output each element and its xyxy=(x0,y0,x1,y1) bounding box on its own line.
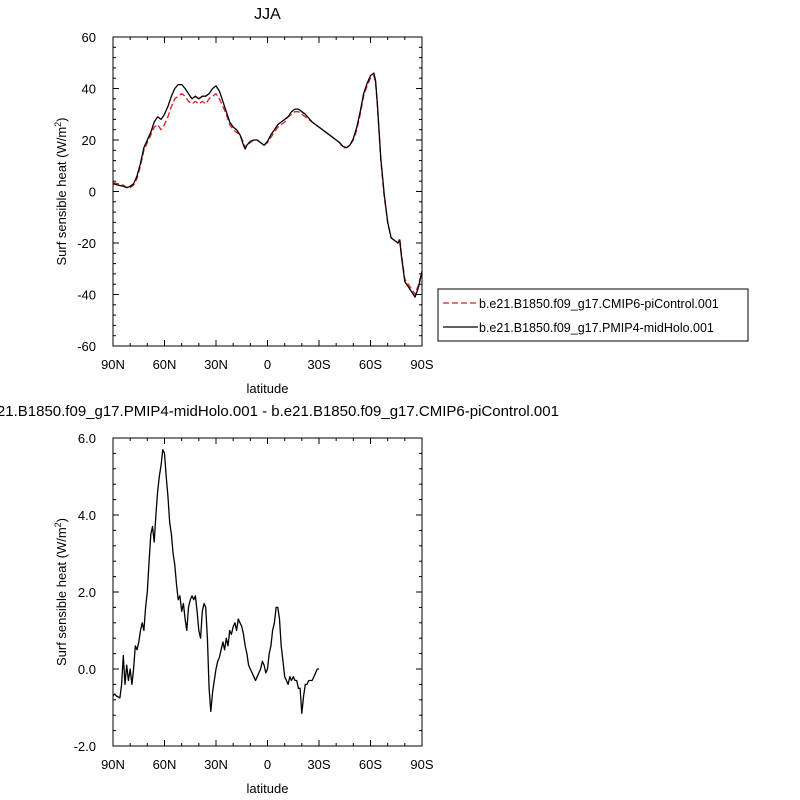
x-tick-label: 60N xyxy=(153,357,177,372)
y-axis-label-close: ) xyxy=(54,518,69,522)
x-tick-label: 60N xyxy=(153,757,177,772)
x-tick-label: 90N xyxy=(101,757,125,772)
legend-label: b.e21.B1850.f09_g17.PMIP4-midHolo.001 xyxy=(479,321,714,335)
y-axis-label-close: ) xyxy=(54,117,69,121)
y-tick-label: 40 xyxy=(82,82,96,97)
y-tick-label: -2.0 xyxy=(74,739,96,754)
x-tick-label: 90S xyxy=(410,357,433,372)
y-axis-label-superscript: 2 xyxy=(53,122,63,127)
y-tick-label: 2.0 xyxy=(78,585,96,600)
x-tick-label: 90N xyxy=(101,357,125,372)
x-tick-label: 90S xyxy=(410,757,433,772)
series-line-1 xyxy=(112,448,319,714)
y-tick-label: 6.0 xyxy=(78,431,96,446)
y-tick-label: 20 xyxy=(82,133,96,148)
series-line-1 xyxy=(112,74,423,296)
chart-panel-2: 90N 60N 30N 0 30S 60S 90S 6.0 4.0 2.0 0.0 -2.0 b.e21… xyxy=(0,403,559,796)
x-tick-label: 0 xyxy=(264,357,271,372)
x-tick-label: 30N xyxy=(204,357,228,372)
plot-frame xyxy=(112,437,423,747)
x-tick-label: 60S xyxy=(359,757,382,772)
x-tick-label: 30S xyxy=(307,357,330,372)
series-line-2 xyxy=(112,72,423,298)
y-axis-label-superscript: 2 xyxy=(53,522,63,527)
x-tick-label: 30S xyxy=(307,757,330,772)
chart-panel-1: 90N 60N 30N 0 30S 60S 90S 60 40 20 0 -20 -40 -60 JJA la… xyxy=(53,6,749,396)
y-tick-label: 4.0 xyxy=(78,508,96,523)
y-axis-label: Surf sensible heat (W/m2) xyxy=(53,117,69,265)
y-axis-label-text: Surf sensible heat (W/m xyxy=(54,127,69,266)
y-tick-label: -20 xyxy=(77,236,96,251)
y-tick-label: 0.0 xyxy=(78,662,96,677)
y-axis-label-text: Surf sensible heat (W/m xyxy=(54,527,69,666)
y-tick-label: -40 xyxy=(77,288,96,303)
y-axis-label: Surf sensible heat (W/m2) xyxy=(53,518,69,666)
legend: b.e21.B1850.f09_g17.CMIP6-piControl.001b… xyxy=(437,288,749,342)
x-tick-label: 60S xyxy=(359,357,382,372)
legend-label: b.e21.B1850.f09_g17.CMIP6-piControl.001 xyxy=(479,297,719,311)
y-tick-label: 60 xyxy=(82,30,96,45)
x-tick-label: 0 xyxy=(264,757,271,772)
x-axis-label: latitude xyxy=(247,381,289,396)
chart-title: JJA xyxy=(254,6,281,23)
y-tick-label: 0 xyxy=(89,185,96,200)
x-tick-label: 30N xyxy=(204,757,228,772)
chart-title: b.e21.B1850.f09_g17.PMIP4-midHolo.001 - … xyxy=(0,403,559,420)
legend-box xyxy=(437,288,749,342)
x-axis-label: latitude xyxy=(247,781,289,796)
y-tick-label: -60 xyxy=(77,339,96,354)
